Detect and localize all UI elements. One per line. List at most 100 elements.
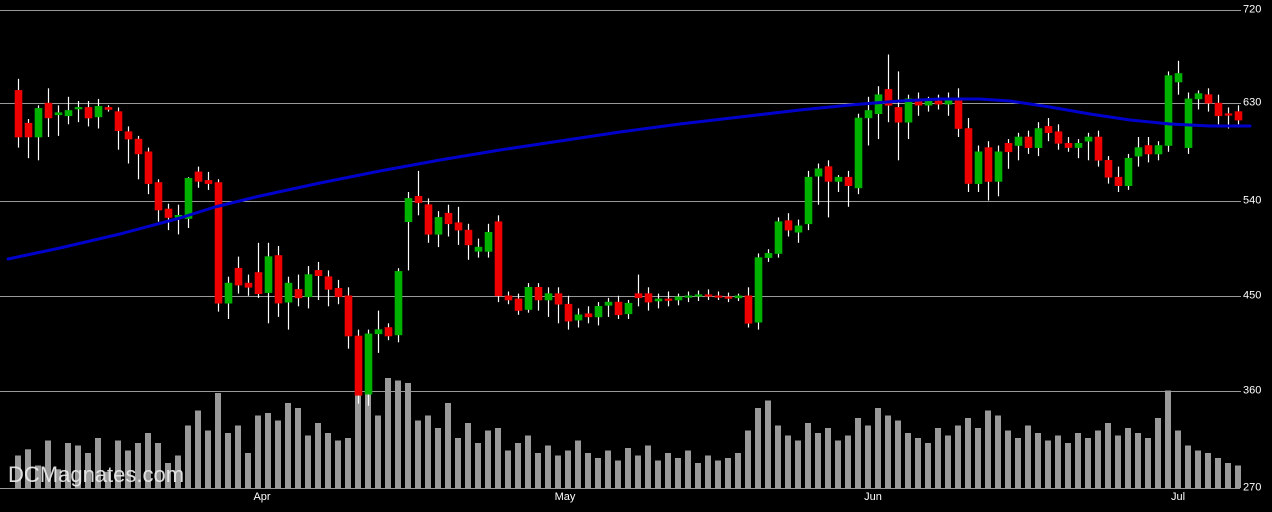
candle-body-down	[554, 293, 563, 305]
volume-bar	[25, 449, 31, 489]
volume-bar	[685, 450, 691, 488]
volume-bars	[15, 378, 1241, 489]
volume-bar	[135, 443, 141, 488]
candle-body-down	[104, 107, 113, 110]
candle-body-down	[744, 295, 753, 324]
volume-bar	[1085, 438, 1091, 488]
volume-bar	[625, 448, 631, 488]
volume-bar	[1165, 390, 1171, 488]
candle-body-up	[524, 286, 533, 310]
candle-body-down	[144, 151, 153, 184]
candle-body-up	[904, 98, 913, 123]
volume-bar	[795, 440, 801, 488]
candle-body-up	[924, 100, 933, 106]
candle-body-down	[844, 176, 853, 186]
volume-bar	[375, 415, 381, 488]
volume-bar	[885, 415, 891, 488]
volume-bar	[535, 453, 541, 488]
candle-body-down	[274, 255, 283, 304]
volume-bar	[385, 378, 391, 488]
candle-body-down	[634, 293, 643, 299]
moving-average	[6, 97, 1252, 261]
candle-body-down	[1204, 94, 1213, 104]
volume-bar	[665, 453, 671, 488]
volume-bar	[745, 430, 751, 488]
candle-body-down	[324, 276, 333, 290]
candle-body-up	[1074, 143, 1083, 148]
volume-bar	[905, 433, 911, 488]
candle-body-up	[734, 295, 743, 299]
candle-body-up	[1164, 75, 1173, 146]
candle-body-up	[364, 333, 373, 395]
candle-body-down	[424, 204, 433, 235]
volume-bar	[355, 390, 361, 488]
candle-body-up	[794, 225, 803, 233]
candle-body-up	[54, 112, 63, 116]
volume-bar	[525, 435, 531, 488]
volume-bar	[1155, 418, 1161, 488]
volume-bar	[1235, 465, 1241, 488]
candle-body-down	[564, 303, 573, 322]
candle-body-down	[1234, 111, 1243, 121]
volume-bar	[1125, 428, 1131, 488]
candle-body-up	[804, 176, 813, 225]
candle-body-up	[654, 298, 663, 302]
candle-body-down	[894, 107, 903, 123]
candle-body-up	[684, 295, 693, 298]
volume-bar	[955, 425, 961, 488]
candle-body-down	[964, 128, 973, 184]
candle-body-up	[1124, 157, 1133, 186]
candle-body-down	[1044, 126, 1053, 134]
volume-bar	[1055, 435, 1061, 488]
volume-bar	[185, 425, 191, 488]
candle-body-up	[694, 294, 703, 297]
candle-body-down	[154, 182, 163, 211]
volume-bar	[555, 455, 561, 488]
candle-body-up	[394, 271, 403, 336]
candle-body-down	[414, 196, 423, 203]
volume-bar	[825, 428, 831, 488]
candle-body-up	[674, 296, 683, 301]
candle-body-down	[234, 267, 243, 286]
candle-body-down	[514, 298, 523, 311]
volume-bar	[705, 455, 711, 488]
candle-body-down	[1004, 143, 1013, 153]
volume-bar	[465, 423, 471, 488]
volume-bar	[1075, 433, 1081, 488]
candle-body-up	[1174, 73, 1183, 83]
volume-bar	[985, 410, 991, 488]
volume-bar	[1105, 423, 1111, 488]
candle-body-down	[444, 212, 453, 225]
volume-bar	[145, 433, 151, 488]
volume-bar	[1025, 425, 1031, 488]
volume-bar	[405, 383, 411, 488]
candle-body-up	[574, 314, 583, 321]
candle-body-down	[254, 272, 263, 295]
volume-bar	[265, 413, 271, 488]
candle-body-down	[1024, 136, 1033, 148]
volume-bar	[125, 450, 131, 488]
candle-body-up	[34, 108, 43, 138]
volume-bar	[1115, 435, 1121, 488]
candle-body-down	[124, 131, 133, 140]
volume-bar	[945, 435, 951, 488]
volume-bar	[1065, 443, 1071, 488]
candle-body-up	[854, 117, 863, 189]
volume-bar	[45, 440, 51, 488]
volume-bar	[1175, 430, 1181, 488]
candle-body-up	[94, 106, 103, 118]
volume-bar	[515, 443, 521, 488]
candle-body-up	[754, 257, 763, 323]
candle-body-down	[1144, 145, 1153, 155]
candle-body-up	[1194, 93, 1203, 100]
volume-bar	[925, 443, 931, 488]
candle-body-up	[284, 282, 293, 303]
volume-bar	[695, 463, 701, 488]
volume-bar	[605, 450, 611, 488]
candle-body-down	[464, 229, 473, 246]
candle-body-down	[824, 166, 833, 182]
candle-body-up	[374, 329, 383, 335]
volume-bar	[275, 420, 281, 488]
